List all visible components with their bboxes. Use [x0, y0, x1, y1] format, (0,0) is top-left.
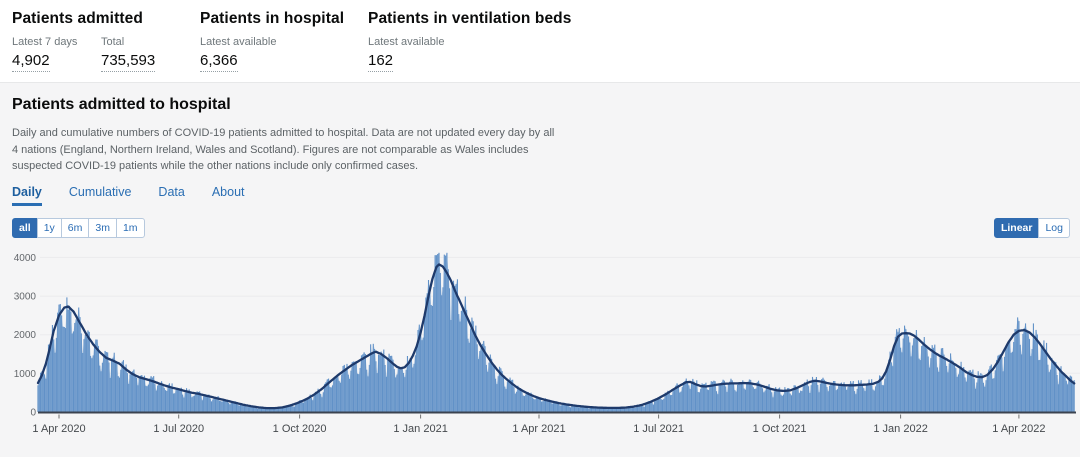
section-description: Daily and cumulative numbers of COVID-19… [12, 127, 555, 172]
kpi-patients-in-hospital: Patients in hospital Latest available 6,… [200, 10, 368, 82]
chart-tabs: Daily Cumulative Data About [12, 185, 1080, 206]
metric-value[interactable]: 6,366 [200, 52, 276, 72]
range-button-3m[interactable]: 3m [88, 217, 117, 238]
metric-latest-available: Latest available 162 [368, 36, 445, 72]
kpi-title: Patients admitted [12, 10, 143, 27]
metric-total: Total 735,593 [101, 36, 156, 72]
svg-text:1 Oct 2020: 1 Oct 2020 [273, 423, 327, 435]
metric-label: Latest available [368, 36, 445, 48]
metric-value[interactable]: 735,593 [101, 52, 156, 72]
tab-data[interactable]: Data [158, 184, 185, 199]
range-button-6m[interactable]: 6m [60, 217, 90, 238]
range-button-all[interactable]: all [12, 217, 38, 238]
svg-text:0: 0 [30, 407, 36, 418]
svg-text:1 Jul 2020: 1 Jul 2020 [153, 423, 204, 435]
tab-about[interactable]: About [211, 184, 245, 199]
scale-button-log[interactable]: Log [1038, 217, 1070, 238]
range-button-1m[interactable]: 1m [115, 217, 145, 238]
svg-text:1 Apr 2021: 1 Apr 2021 [512, 423, 565, 435]
svg-text:1 Apr 2020: 1 Apr 2020 [32, 423, 85, 435]
kpi-title: Patients in ventilation beds [368, 10, 572, 27]
svg-text:1 Jan 2021: 1 Jan 2021 [393, 423, 447, 435]
tab-cumulative[interactable]: Cumulative [68, 184, 132, 199]
metric-label: Total [101, 36, 125, 48]
metric-label: Latest available [200, 36, 277, 48]
metric-latest-available: Latest available 6,366 [200, 36, 277, 72]
metric-latest-7-days: Latest 7 days 4,902 [12, 36, 101, 72]
kpi-patients-in-ventilation-beds: Patients in ventilation beds Latest avai… [368, 10, 571, 82]
scale-selector: Linear Log [993, 217, 1070, 238]
svg-text:1 Oct 2021: 1 Oct 2021 [753, 423, 807, 435]
svg-text:1000: 1000 [14, 368, 37, 379]
kpi-patients-admitted: Patients admitted Latest 7 days 4,902 To… [12, 10, 200, 82]
metric-value[interactable]: 162 [368, 52, 444, 72]
chart-controls: all 1y 6m 3m 1m Linear Log [12, 217, 1070, 238]
scale-button-linear[interactable]: Linear [993, 217, 1040, 238]
time-range-selector: all 1y 6m 3m 1m [12, 217, 145, 238]
kpi-title: Patients in hospital [200, 10, 345, 27]
svg-text:3000: 3000 [14, 291, 37, 302]
section-title: Patients admitted to hospital [12, 96, 231, 113]
tab-daily[interactable]: Daily [12, 185, 42, 206]
metric-label: Latest 7 days [12, 36, 78, 48]
svg-text:2000: 2000 [14, 330, 37, 341]
patients-admitted-panel: Patients admitted to hospital Daily and … [0, 82, 1080, 457]
svg-text:4000: 4000 [14, 252, 37, 263]
svg-text:1 Apr 2022: 1 Apr 2022 [992, 423, 1045, 435]
headline-metrics-strip: Patients admitted Latest 7 days 4,902 To… [0, 0, 1080, 82]
metric-value[interactable]: 4,902 [12, 52, 101, 72]
svg-text:1 Jul 2021: 1 Jul 2021 [633, 423, 684, 435]
svg-text:1 Jan 2022: 1 Jan 2022 [873, 423, 927, 435]
range-button-1y[interactable]: 1y [36, 217, 62, 238]
admissions-chart[interactable]: 1 Apr 2020 1 Jul 2020 1 Oct 2020 1 Jan 2021… [0, 246, 1080, 454]
